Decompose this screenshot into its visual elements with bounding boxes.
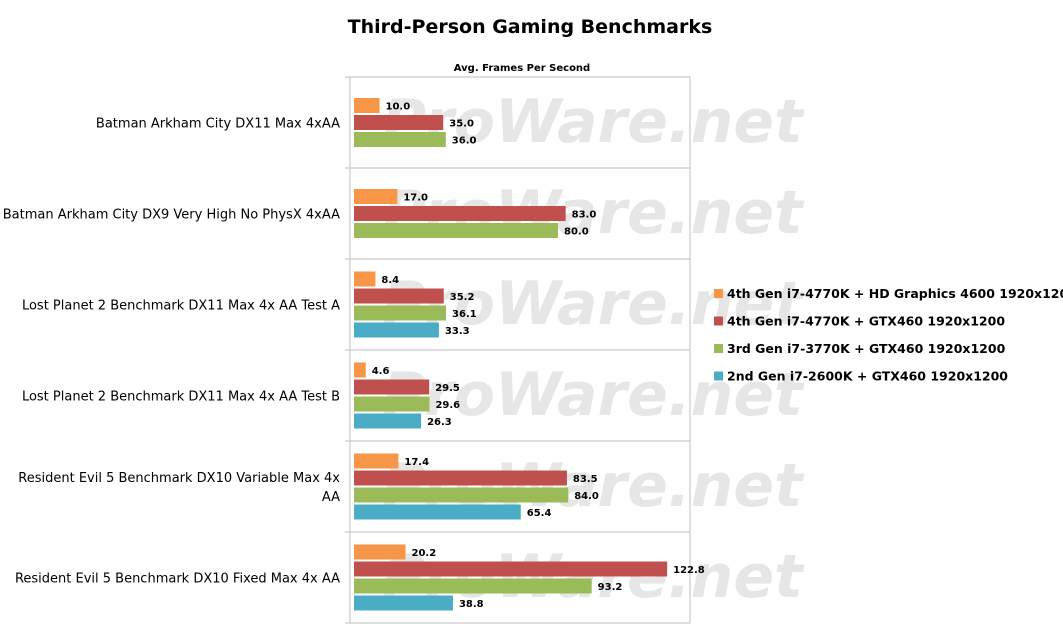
watermark-text: ProWare.net: [382, 269, 805, 339]
bar: [354, 115, 444, 130]
legend-swatch: [714, 371, 723, 381]
bar: [354, 504, 521, 520]
data-label: 29.6: [435, 400, 460, 411]
category-label: Batman Arkham City DX11 Max 4xAA: [96, 117, 340, 132]
bar: [354, 487, 569, 503]
data-label: 80.0: [564, 227, 589, 238]
legend-swatch: [714, 316, 723, 326]
legend: 4th Gen i7-4770K + HD Graphics 4600 1920…: [714, 286, 1063, 384]
data-label: 10.0: [386, 102, 411, 113]
bar: [354, 98, 380, 113]
data-label: 38.8: [459, 599, 484, 610]
category-labels: Batman Arkham City DX11 Max 4xAA Batman A…: [3, 117, 341, 587]
bar: [354, 223, 558, 238]
bar: [354, 189, 398, 204]
category-label: Lost Planet 2 Benchmark DX11 Max 4x AA T…: [22, 299, 340, 314]
watermark-text: ProWare.net: [382, 87, 805, 157]
bar: [354, 453, 399, 469]
data-label: 36.0: [452, 136, 477, 147]
data-label: 36.1: [452, 309, 477, 320]
legend-swatch: [714, 344, 723, 353]
bars: 10.0 35.0 36.0 17.0 83.0 80.0 8.4 35.2 36.1 33.3 4…: [354, 98, 705, 611]
data-label: 93.2: [598, 582, 623, 593]
bar: [354, 379, 430, 395]
data-label: 122.8: [673, 565, 705, 576]
bar: [354, 470, 567, 486]
chart-title: Third-Person Gaming Benchmarks: [348, 16, 713, 38]
data-label: 17.0: [403, 193, 428, 204]
bar: [354, 413, 422, 429]
legend-label: 4th Gen i7-4770K + HD Graphics 4600 1920…: [727, 286, 1063, 301]
x-axis-title: Avg. Frames Per Second: [454, 63, 590, 74]
bar: [354, 206, 566, 221]
legend-label: 2nd Gen i7-2600K + GTX460 1920x1200: [727, 369, 1008, 384]
bar: [354, 578, 592, 594]
bar: [354, 544, 406, 560]
bar: [354, 305, 447, 321]
watermark-text: ProWare.net: [382, 360, 805, 430]
gridlines: [345, 76, 691, 624]
data-label: 35.0: [449, 119, 474, 130]
data-label: 29.5: [435, 383, 460, 394]
bar: [354, 561, 668, 577]
bar: [354, 362, 366, 378]
bar: [354, 132, 446, 147]
data-label: 84.0: [574, 491, 599, 502]
data-label: 83.5: [573, 474, 598, 485]
category-label: Batman Arkham City DX9 Very High No Phys…: [3, 208, 340, 223]
data-label: 20.2: [412, 548, 437, 559]
data-label: 65.4: [527, 508, 552, 519]
data-label: 8.4: [381, 275, 399, 286]
bar: [354, 322, 439, 338]
bar: [354, 288, 444, 304]
category-label: Resident Evil 5 Benchmark DX10 Variable …: [18, 471, 340, 486]
legend-label: 3rd Gen i7-3770K + GTX460 1920x1200: [727, 341, 1006, 356]
category-label: Resident Evil 5 Benchmark DX10 Fixed Max…: [15, 572, 340, 587]
data-label: 83.0: [572, 210, 597, 221]
bar: [354, 396, 430, 412]
data-label: 26.3: [427, 417, 452, 428]
category-label: AA: [322, 490, 340, 505]
data-label: 33.3: [445, 326, 470, 337]
bar: [354, 595, 453, 611]
category-label: Lost Planet 2 Benchmark DX11 Max 4x AA T…: [22, 390, 340, 405]
bar: [354, 271, 376, 287]
data-label: 4.6: [372, 366, 390, 377]
legend-label: 4th Gen i7-4770K + GTX460 1920x1200: [727, 314, 1005, 329]
data-label: 17.4: [404, 457, 429, 468]
legend-swatch: [714, 289, 723, 298]
data-label: 35.2: [450, 292, 475, 303]
